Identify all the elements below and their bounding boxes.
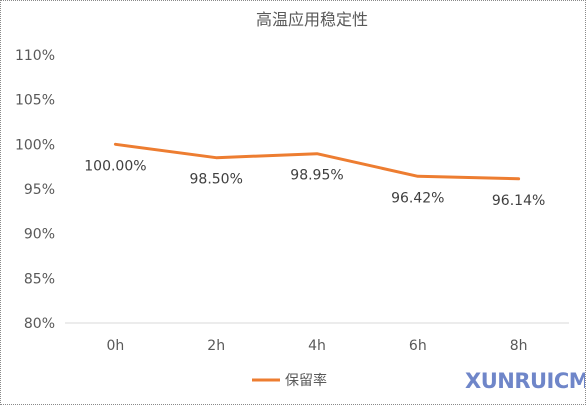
y-tick-label: 85% <box>24 271 55 287</box>
x-axis: 0h 2h 4h 6h 8h <box>107 338 528 354</box>
data-label: 96.14% <box>492 193 545 209</box>
watermark-logo: XUNRUICMS <box>465 369 585 393</box>
y-tick-label: 80% <box>24 316 55 332</box>
y-tick-label: 90% <box>24 227 55 243</box>
chart-title: 高温应用稳定性 <box>256 10 368 29</box>
data-label: 96.42% <box>391 190 444 206</box>
x-tick-label: 6h <box>409 338 427 354</box>
data-label: 98.95% <box>290 168 343 184</box>
series-line-retention <box>113 142 521 181</box>
legend-label: 保留率 <box>285 372 327 389</box>
x-tick-label: 2h <box>207 338 225 354</box>
legend: 保留率 <box>252 372 327 389</box>
y-tick-label: 100% <box>15 137 55 153</box>
x-tick-label: 8h <box>510 338 528 354</box>
data-label: 98.50% <box>190 172 243 188</box>
y-axis: 80% 85% 90% 95% 100% 105% 110% <box>15 48 55 332</box>
y-tick-label: 110% <box>15 48 55 64</box>
data-label: 100.00% <box>84 158 146 174</box>
data-labels: 100.00% 98.50% 98.95% 96.42% 96.14% <box>84 158 545 208</box>
x-tick-label: 4h <box>308 338 326 354</box>
y-tick-label: 105% <box>15 93 55 109</box>
y-tick-label: 95% <box>24 182 55 198</box>
x-tick-label: 0h <box>107 338 125 354</box>
